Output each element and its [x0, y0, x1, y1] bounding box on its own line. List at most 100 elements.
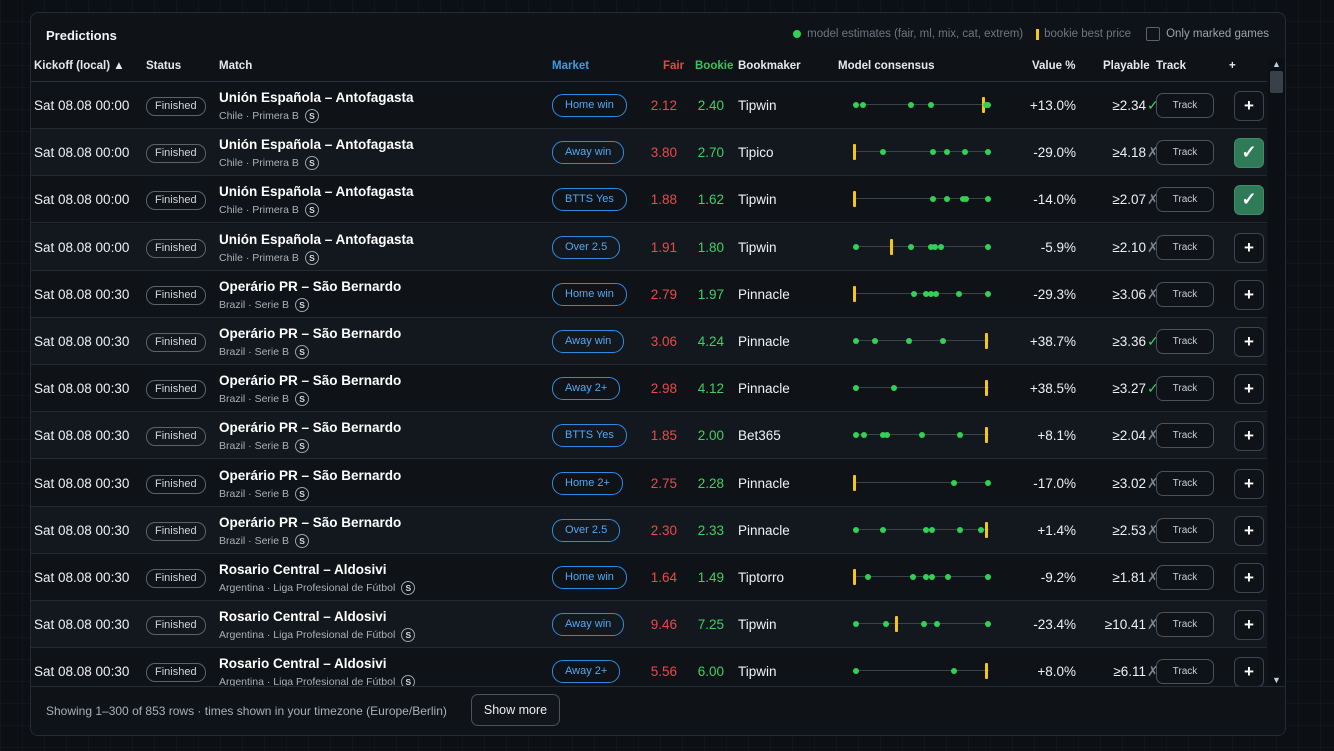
track-button[interactable]: Track — [1156, 376, 1214, 402]
market-pill[interactable]: Away win — [552, 613, 625, 637]
match-name[interactable]: Rosario Central – Aldosivi — [219, 656, 387, 672]
col-status[interactable]: Status — [146, 60, 182, 72]
track-button[interactable]: Track — [1156, 187, 1214, 213]
value-percent: -17.0% — [1033, 475, 1076, 491]
sport-badge-icon: S — [401, 675, 416, 686]
market-pill[interactable]: Away 2+ — [552, 660, 621, 684]
table-row[interactable]: Sat 08.08 00:30 Finished Operário PR – São… — [31, 412, 1267, 460]
bookie-odds: 1.97 — [697, 286, 724, 302]
track-button[interactable]: Track — [1156, 470, 1214, 496]
match-name[interactable]: Unión Española – Antofagasta — [219, 184, 414, 200]
match-name[interactable]: Rosario Central – Aldosivi — [219, 562, 387, 577]
market-pill[interactable]: Away 2+ — [552, 377, 621, 401]
match-name[interactable]: Operário PR – São Bernardo — [219, 420, 402, 436]
match-name[interactable]: Unión Española – Antofagasta — [219, 231, 414, 247]
value-percent: -5.9% — [1040, 239, 1076, 255]
fair-odds: 1.88 — [650, 192, 677, 208]
add-button[interactable]: + — [1234, 515, 1264, 546]
market-pill[interactable]: Away win — [552, 141, 625, 165]
bookmaker-name: Tiptorro — [738, 570, 785, 585]
table-row[interactable]: Sat 08.08 00:00 Finished Unión Española – … — [31, 82, 1267, 129]
col-market[interactable]: Market — [552, 60, 590, 72]
track-button[interactable]: Track — [1156, 281, 1214, 307]
match-name[interactable]: Operário PR – São Bernardo — [219, 514, 402, 530]
marked-check-button[interactable]: ✓ — [1234, 138, 1264, 169]
match-name[interactable]: Unión Española – Antofagasta — [219, 90, 414, 105]
model-consensus — [849, 520, 993, 540]
track-button[interactable]: Track — [1156, 659, 1214, 685]
table-row[interactable]: Sat 08.08 00:30 Finished Rosario Central –… — [31, 648, 1267, 686]
table-row[interactable]: Sat 08.08 00:30 Finished Operário PR – São… — [31, 506, 1267, 554]
model-consensus — [849, 331, 993, 351]
track-button[interactable]: Track — [1156, 234, 1214, 260]
table-row[interactable]: Sat 08.08 00:30 Finished Operário PR – São… — [31, 318, 1267, 365]
status-badge: Finished — [146, 191, 206, 211]
table-row[interactable]: Sat 08.08 00:30 Finished Operário PR – São… — [31, 460, 1267, 507]
track-button[interactable]: Track — [1156, 93, 1214, 118]
add-button[interactable]: + — [1234, 232, 1264, 263]
bookie-bar-icon — [1036, 28, 1040, 40]
model-consensus — [849, 425, 993, 445]
match-name[interactable]: Operário PR – São Bernardo — [219, 278, 402, 294]
show-more-button[interactable]: Show more — [471, 694, 560, 726]
scrollbar[interactable]: ▲ ▼ — [1268, 58, 1285, 686]
col-bookmaker[interactable]: Bookmaker — [738, 60, 801, 72]
add-button[interactable]: + — [1234, 468, 1264, 499]
bookie-price-marker — [889, 238, 893, 255]
model-estimate-dot — [931, 243, 938, 250]
market-pill[interactable]: Over 2.5 — [552, 518, 621, 542]
match-name[interactable]: Operário PR – São Bernardo — [219, 373, 402, 389]
model-estimate-dot — [852, 243, 859, 250]
table-row[interactable]: Sat 08.08 00:30 Finished Operário PR – São… — [31, 365, 1267, 413]
table-row[interactable]: Sat 08.08 00:00 Finished Unión Española – … — [31, 223, 1267, 271]
market-pill[interactable]: BTTS Yes — [552, 424, 627, 448]
scroll-down-icon[interactable]: ▼ — [1272, 675, 1281, 685]
col-kickoff[interactable]: Kickoff (local) ▲ — [34, 60, 125, 72]
col-match[interactable]: Match — [219, 60, 253, 72]
scroll-thumb[interactable] — [1270, 71, 1283, 93]
only-marked-label[interactable]: Only marked games — [1166, 28, 1269, 40]
table-row[interactable]: Sat 08.08 00:30 Finished Operário PR – São… — [31, 271, 1267, 318]
track-button[interactable]: Track — [1156, 565, 1214, 590]
market-pill[interactable]: Away win — [552, 330, 625, 353]
col-playable[interactable]: Playable — [1103, 60, 1150, 72]
table-row[interactable]: Sat 08.08 00:00 Finished Unión Española – … — [31, 129, 1267, 177]
market-pill[interactable]: Home 2+ — [552, 471, 623, 495]
col-value[interactable]: Value % — [1032, 60, 1076, 72]
market-pill[interactable]: Home win — [552, 94, 627, 117]
track-button[interactable]: Track — [1156, 612, 1214, 638]
match-name[interactable]: Unión Española – Antofagasta — [219, 137, 414, 153]
market-pill[interactable]: Home win — [552, 282, 627, 306]
add-button[interactable]: + — [1234, 610, 1264, 641]
col-fair[interactable]: Fair — [663, 60, 685, 72]
league-label: Chile · Primera B — [219, 204, 299, 217]
add-button[interactable]: + — [1234, 657, 1264, 686]
track-button[interactable]: Track — [1156, 517, 1214, 543]
market-pill[interactable]: BTTS Yes — [552, 188, 627, 212]
table-row[interactable]: Sat 08.08 00:30 Finished Rosario Central –… — [31, 601, 1267, 649]
match-name[interactable]: Operário PR – São Bernardo — [219, 467, 402, 483]
add-button[interactable]: + — [1234, 374, 1264, 405]
league-label: Brazil · Serie B — [219, 534, 290, 547]
bookie-price-marker — [852, 144, 856, 161]
match-name[interactable]: Operário PR – São Bernardo — [219, 326, 402, 341]
market-pill[interactable]: Home win — [552, 566, 627, 589]
marked-check-button[interactable]: ✓ — [1234, 185, 1264, 216]
match-name[interactable]: Rosario Central – Aldosivi — [219, 609, 387, 625]
sport-badge-icon: S — [295, 297, 310, 312]
market-pill[interactable]: Over 2.5 — [552, 235, 621, 259]
add-button[interactable]: + — [1234, 327, 1264, 357]
table-row[interactable]: Sat 08.08 00:30 Finished Rosario Central –… — [31, 554, 1267, 601]
add-button[interactable]: + — [1234, 91, 1264, 121]
track-button[interactable]: Track — [1156, 423, 1214, 449]
add-button[interactable]: + — [1234, 279, 1264, 310]
add-button[interactable]: + — [1234, 421, 1264, 452]
scroll-up-icon[interactable]: ▲ — [1272, 59, 1281, 69]
col-bookie[interactable]: Bookie — [695, 60, 734, 72]
table-row[interactable]: Sat 08.08 00:00 Finished Unión Española – … — [31, 176, 1267, 224]
kickoff-time: Sat 08.08 00:30 — [34, 617, 130, 633]
only-marked-checkbox[interactable] — [1146, 27, 1161, 41]
add-button[interactable]: + — [1234, 563, 1264, 593]
track-button[interactable]: Track — [1156, 329, 1214, 354]
track-button[interactable]: Track — [1156, 140, 1214, 166]
